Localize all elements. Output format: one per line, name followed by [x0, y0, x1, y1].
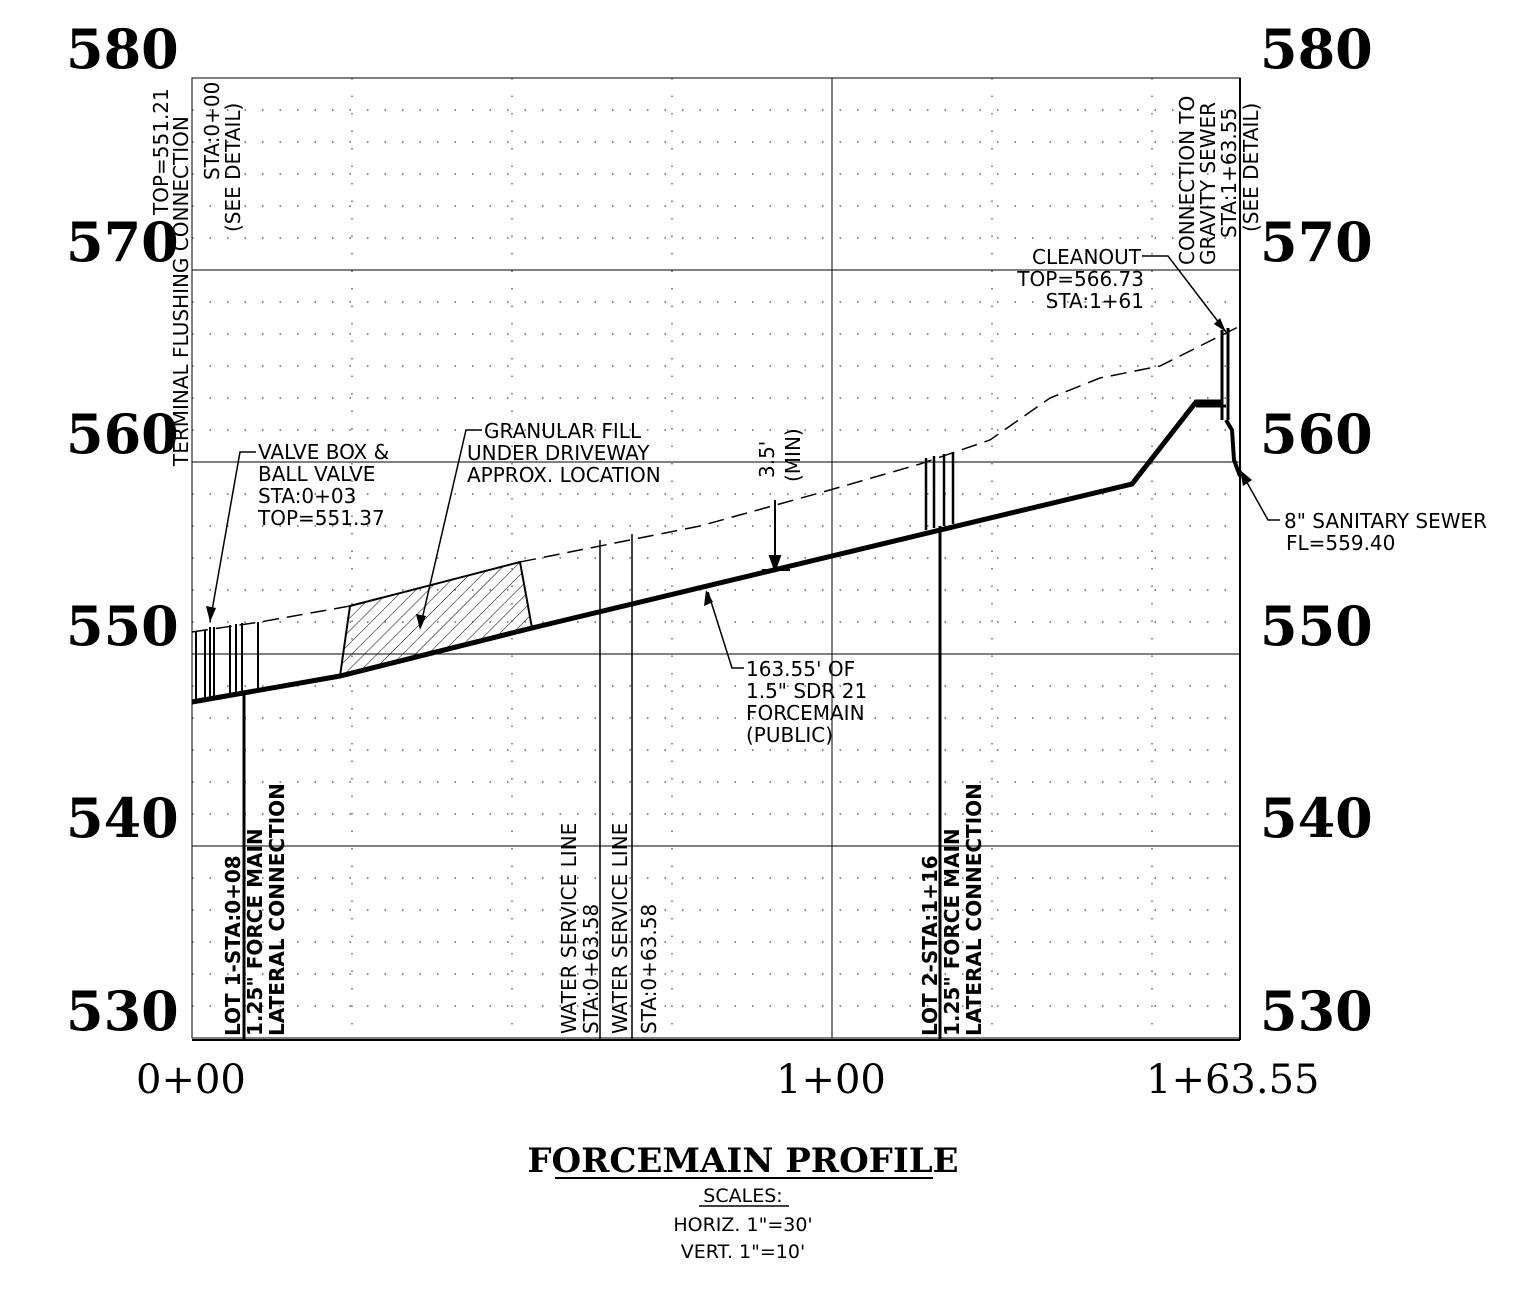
svg-text:1.25" FORCE MAIN: 1.25" FORCE MAIN — [940, 828, 964, 1036]
leader-arrowheads — [206, 318, 1252, 630]
leader-lines — [209, 255, 1280, 669]
svg-text:1.5" SDR 21: 1.5" SDR 21 — [746, 679, 867, 703]
svg-text:UNDER DRIVEWAY: UNDER DRIVEWAY — [467, 441, 650, 465]
svg-text:CLEANOUT: CLEANOUT — [1032, 245, 1142, 269]
elevation-labels-right: 580 570 560 550 540 530 — [1260, 17, 1373, 1043]
granular-fill-label: GRANULAR FILL UNDER DRIVEWAY APPROX. LOC… — [467, 419, 661, 487]
terminal-flushing-label: TERMINAL FLUSHING CONNECTION TOP=551.21 … — [149, 82, 245, 467]
svg-text:TOP=566.73: TOP=566.73 — [1016, 267, 1144, 291]
svg-text:(MIN): (MIN) — [781, 428, 805, 482]
elevation-label: 530 — [66, 979, 179, 1043]
station-label: 1+00 — [776, 1057, 886, 1103]
water-service-1-label: WATER SERVICE LINE STA:0+63.58 — [557, 823, 603, 1034]
cleanout-label: CLEANOUT TOP=566.73 STA:1+61 — [1016, 245, 1144, 313]
svg-text:(SEE DETAIL): (SEE DETAIL) — [1239, 103, 1263, 232]
svg-text:APPROX. LOCATION: APPROX. LOCATION — [467, 463, 661, 487]
elevation-label: 540 — [1260, 786, 1373, 850]
svg-text:STA:0+03: STA:0+03 — [258, 484, 356, 508]
svg-text:8" SANITARY SEWER: 8" SANITARY SEWER — [1284, 509, 1487, 533]
svg-text:STA:1+61: STA:1+61 — [1046, 289, 1144, 313]
min-cover-label: 3.5' (MIN) — [755, 428, 805, 482]
svg-text:1.25" FORCE MAIN: 1.25" FORCE MAIN — [243, 828, 267, 1036]
svg-text:LATERAL CONNECTION: LATERAL CONNECTION — [962, 783, 986, 1036]
forcemain-callout-label: 163.55' OF 1.5" SDR 21 FORCEMAIN (PUBLIC… — [746, 657, 867, 747]
elevation-label: 550 — [1260, 594, 1373, 658]
gravity-connection-label: CONNECTION TO GRAVITY SEWER STA:1+63.55 … — [1175, 96, 1263, 265]
svg-text:TERMINAL FLUSHING CONNECTION: TERMINAL FLUSHING CONNECTION — [169, 116, 193, 467]
svg-text:(SEE DETAIL): (SEE DETAIL) — [221, 103, 245, 232]
min-cover-dimension — [762, 500, 790, 573]
vertical-scale: VERT. 1"=10' — [681, 1241, 805, 1263]
lot1-label: LOT 1-STA:0+08 1.25" FORCE MAIN LATERAL … — [221, 783, 289, 1036]
drawing-title: FORCEMAIN PROFILE — [527, 1141, 958, 1181]
sanitary-sewer-label: 8" SANITARY SEWER FL=559.40 — [1284, 509, 1487, 555]
svg-text:3.5': 3.5' — [755, 441, 779, 478]
horizontal-scale: HORIZ. 1"=30' — [673, 1214, 812, 1236]
svg-text:(PUBLIC): (PUBLIC) — [746, 723, 833, 747]
elevation-label: 570 — [1260, 210, 1373, 274]
svg-text:STA:0+00: STA:0+00 — [200, 82, 224, 180]
elevation-label: 580 — [66, 17, 179, 81]
elevation-labels-left: 580 570 560 550 540 530 — [66, 17, 179, 1043]
svg-text:GRAVITY SEWER: GRAVITY SEWER — [1196, 102, 1220, 265]
station-label: 0+00 — [136, 1057, 246, 1103]
scales-heading: SCALES: — [703, 1185, 782, 1207]
svg-text:FL=559.40: FL=559.40 — [1286, 531, 1395, 555]
lot2-label: LOT 2-STA:1+16 1.25" FORCE MAIN LATERAL … — [918, 783, 986, 1036]
elevation-label: 550 — [66, 594, 179, 658]
svg-text:CONNECTION TO: CONNECTION TO — [1175, 96, 1199, 265]
svg-text:STA:0+63.58: STA:0+63.58 — [579, 904, 603, 1034]
svg-text:STA:0+63.58: STA:0+63.58 — [637, 904, 661, 1034]
svg-text:LATERAL CONNECTION: LATERAL CONNECTION — [265, 783, 289, 1036]
cleanout-structure — [1196, 328, 1242, 477]
granular-fill-hatch — [338, 560, 534, 678]
svg-text:VALVE BOX &: VALVE BOX & — [258, 440, 389, 464]
svg-text:FORCEMAIN: FORCEMAIN — [746, 701, 865, 725]
svg-text:LOT 1-STA:0+08: LOT 1-STA:0+08 — [221, 855, 245, 1036]
svg-text:BALL VALVE: BALL VALVE — [258, 462, 375, 486]
minor-grid — [192, 78, 1240, 1038]
svg-text:LOT 2-STA:1+16: LOT 2-STA:1+16 — [918, 855, 942, 1036]
major-grid — [191, 77, 1241, 1039]
elevation-label: 560 — [1260, 402, 1373, 466]
water-service-2-label: WATER SERVICE LINE STA:0+63.58 — [608, 823, 661, 1034]
svg-text:TOP=551.37: TOP=551.37 — [257, 506, 385, 530]
svg-text:GRANULAR FILL: GRANULAR FILL — [484, 419, 642, 443]
valve-box-label: VALVE BOX & BALL VALVE STA:0+03 TOP=551.… — [257, 440, 389, 530]
elevation-label: 580 — [1260, 17, 1373, 81]
existing-grade-line — [191, 325, 1241, 633]
station-label: 1+63.55 — [1146, 1057, 1319, 1103]
forcemain-pipe-profile — [191, 399, 1222, 705]
elevation-label: 540 — [66, 786, 179, 850]
svg-text:STA:1+63.55: STA:1+63.55 — [1217, 108, 1241, 238]
svg-text:WATER SERVICE LINE: WATER SERVICE LINE — [608, 823, 632, 1034]
elevation-label: 570 — [66, 210, 179, 274]
svg-text:163.55' OF: 163.55' OF — [746, 657, 855, 681]
elevation-label: 560 — [66, 402, 179, 466]
svg-text:TOP=551.21: TOP=551.21 — [149, 88, 173, 216]
lot2-lateral-structure — [924, 452, 955, 530]
elevation-label: 530 — [1260, 979, 1373, 1043]
svg-text:WATER SERVICE LINE: WATER SERVICE LINE — [557, 823, 581, 1034]
terminal-flushing-structure — [195, 622, 259, 700]
station-labels: 0+00 1+00 1+63.55 — [136, 1057, 1319, 1103]
